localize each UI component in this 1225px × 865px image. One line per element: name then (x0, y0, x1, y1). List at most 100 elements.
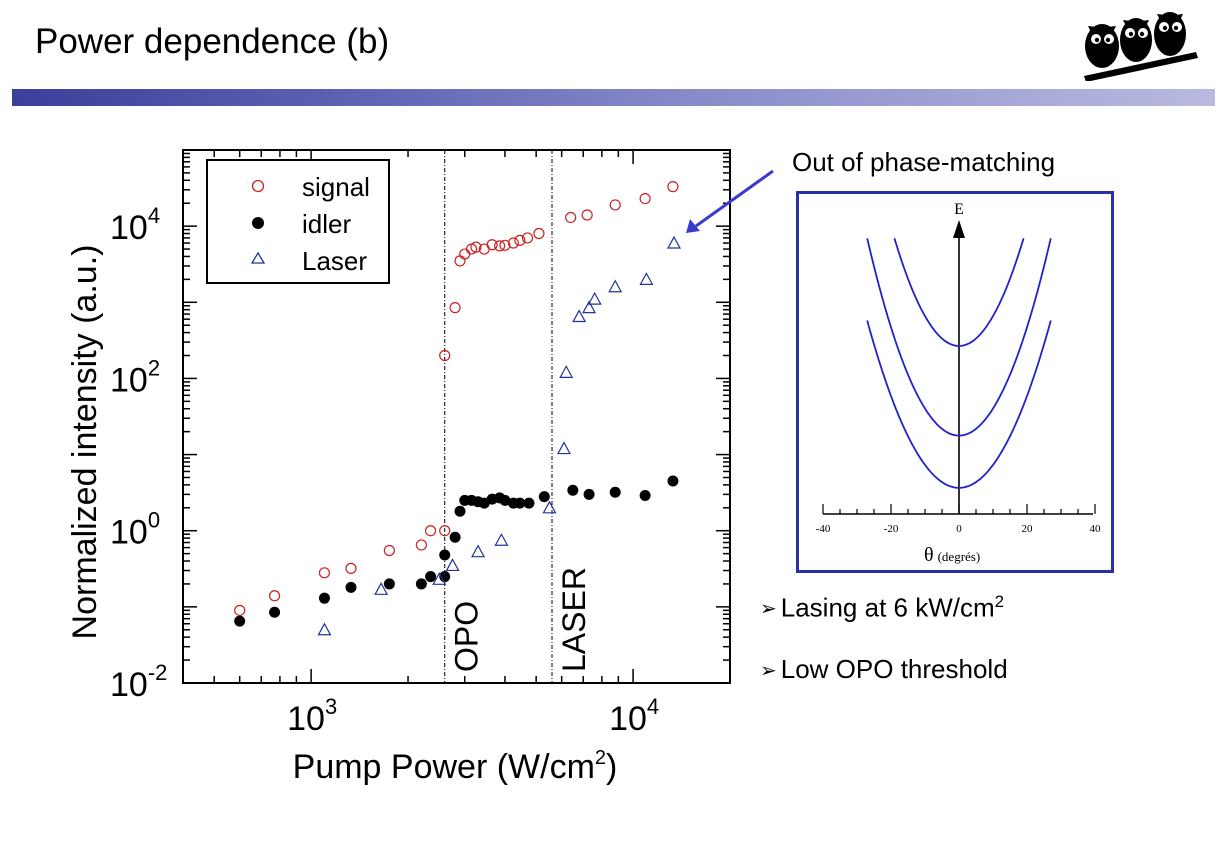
legend: signal idler Laser (206, 159, 390, 284)
x-tick-label: 103 (287, 694, 337, 738)
inset-dispersion-curve (866, 238, 1052, 437)
signal-point (415, 539, 427, 551)
inset-dispersion-curve (893, 237, 1025, 347)
x-axis-label: Pump Power (W/cm2) (293, 747, 618, 786)
signal-point (667, 181, 679, 193)
region-lines: OPO LASER (444, 150, 592, 683)
signal-point (565, 211, 577, 224)
bullet-main-text: Lasing at 6 kW/cm (780, 592, 995, 623)
signal-point (439, 525, 451, 537)
signal-point (454, 255, 466, 267)
legend-box (206, 159, 390, 284)
legend-signal-marker (251, 179, 265, 193)
bullet-item: ➢ Low OPO threshold (760, 654, 1008, 716)
inset-x-label: θ (degrés) (924, 544, 980, 566)
laser-point (542, 500, 557, 514)
idler-point (234, 615, 246, 627)
signal-point (470, 241, 482, 253)
x-minor-ticks (182, 150, 731, 683)
signal-point (521, 232, 534, 244)
slide-title: Power dependence (b) (35, 22, 390, 61)
idler-point (567, 484, 579, 496)
inset-x-label-symbol: θ (924, 544, 934, 566)
x-axis-label-main: Pump Power (W/cm (293, 748, 595, 786)
inset-x-tick-label: -40 (816, 523, 831, 535)
signal-point (439, 349, 451, 362)
inset-curves (866, 237, 1052, 489)
signal-point (486, 239, 498, 251)
laser-point (471, 544, 486, 558)
title-bar (12, 89, 1215, 106)
signal-point (494, 240, 506, 252)
inset-x-tick-label: 20 (1022, 523, 1034, 535)
idler-point (499, 494, 511, 506)
signal-point (424, 525, 437, 537)
signal-point (507, 237, 520, 249)
bullet-list: ➢ Lasing at 6 kW/cm2 ➢ Low OPO threshold (760, 592, 1008, 716)
laser-point (374, 582, 389, 595)
region-label: OPO (449, 601, 485, 672)
laser-point (317, 622, 332, 636)
bullet-superscript: 2 (994, 592, 1005, 611)
idler-point (609, 486, 621, 498)
laser-point (608, 279, 623, 293)
idler-point (439, 549, 451, 561)
laser-point (572, 309, 587, 323)
laser-point (445, 558, 460, 572)
idler-point (538, 491, 550, 503)
idler-point (667, 475, 679, 487)
laser-point (559, 365, 574, 378)
laser-point (666, 235, 682, 249)
signal-point (533, 227, 545, 240)
bullet-text: Lasing at 6 kW/cm2 (781, 592, 1004, 624)
arrowhead-bullet-icon: ➢ (760, 660, 777, 682)
idler-point (583, 488, 595, 500)
idler-point (415, 578, 427, 590)
inset-y-axis-arrowhead (953, 220, 965, 238)
signal-point (499, 239, 511, 251)
idler-point (318, 592, 330, 604)
inset-x-tick-label: -20 (884, 523, 899, 535)
owls-logo (1084, 12, 1198, 81)
signal-point (581, 209, 593, 221)
region-label: LASER (556, 567, 592, 672)
signal-point (234, 604, 246, 616)
x-tick-label: 104 (609, 694, 659, 738)
legend-label-idler: idler (302, 209, 351, 239)
bullet-text: Low OPO threshold (781, 654, 1008, 685)
signal-point (609, 199, 621, 211)
signal-point (383, 544, 395, 557)
idler-point (639, 490, 651, 502)
inset-dispersion-chart: E -40 -20 0 20 40 θ (degrés) (796, 191, 1114, 573)
idler-point (454, 505, 466, 517)
y-tick-label: 102 (110, 355, 160, 399)
signal-point (459, 248, 471, 260)
legend-label-signal: signal (302, 172, 370, 202)
inset-y-label: E (954, 201, 964, 218)
inset-x-ticks (822, 504, 1096, 514)
idler-point (514, 497, 526, 509)
data-markers (234, 181, 682, 636)
idler-point (383, 578, 395, 590)
main-chart: 10-2 100 102 104 103 104 OPO LASER signal idl… (66, 149, 731, 786)
signal-point (514, 234, 526, 246)
plot-frame (182, 149, 731, 684)
y-tick-labels: 10-2 100 102 104 (110, 203, 167, 704)
laser-point (582, 300, 597, 314)
laser-point (494, 532, 509, 546)
inset-x-tick-label: 0 (956, 523, 962, 535)
laser-point (639, 272, 654, 285)
annotation-text: Out of phase-matching (792, 147, 1056, 177)
inset-dispersion-curve (866, 320, 1052, 489)
signal-point (449, 302, 461, 314)
y-tick-label: 10-2 (110, 660, 167, 704)
bullet-item: ➢ Lasing at 6 kW/cm2 (760, 592, 1008, 654)
legend-idler-marker (252, 217, 264, 229)
idler-point (425, 571, 437, 583)
arrowhead-bullet-icon: ➢ (760, 598, 777, 620)
bullet-main-text: Low OPO threshold (780, 654, 1008, 684)
idler-point (449, 531, 461, 543)
signal-point (318, 567, 331, 579)
laser-point (432, 572, 447, 585)
x-tick-labels: 103 104 (287, 694, 659, 738)
